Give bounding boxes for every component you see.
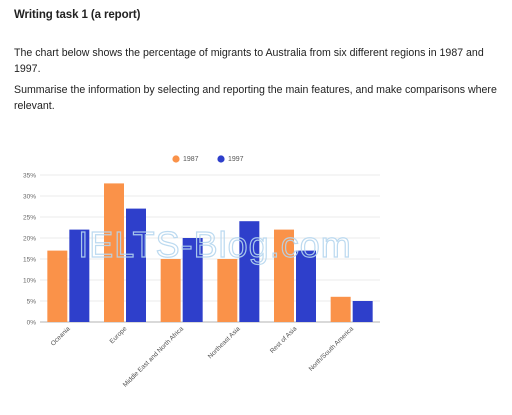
bar-1997: [239, 221, 260, 322]
x-category-label: Rest of Asia: [269, 325, 299, 355]
bar-1997: [352, 301, 373, 322]
bar-1997: [182, 238, 203, 322]
task-instruction: Summarise the information by selecting a…: [14, 84, 497, 112]
bar-1987: [47, 250, 68, 322]
bar-1987: [274, 229, 294, 322]
bar-chart: 0% 5% 10% 15% 20% 25% 30% 35% Oceania EuropeMiddl…: [23, 155, 380, 389]
y-tick-label: 10%: [23, 277, 36, 284]
bar-1987: [104, 183, 124, 322]
bar-1997: [126, 208, 146, 322]
y-tick-label: 35%: [23, 172, 36, 179]
bar-1997: [69, 229, 90, 322]
bar-1987: [217, 259, 238, 322]
y-tick-label: 20%: [23, 235, 36, 242]
bar-1987: [330, 296, 351, 322]
legend-label: 1987: [183, 156, 199, 163]
bar-1987: [160, 259, 181, 322]
x-category-label: Europe: [109, 325, 129, 345]
y-tick-label: 15%: [23, 256, 36, 263]
x-category-label: Northeast Asia: [207, 325, 242, 360]
y-tick-label: 25%: [23, 214, 36, 221]
x-category-label: Middle East and North Africa: [122, 325, 185, 388]
x-category-label: North/South America: [308, 325, 356, 373]
watermark-text: IELTS-Blog.com: [78, 224, 351, 265]
y-tick-label: 30%: [23, 193, 36, 200]
y-tick-label: 5%: [27, 298, 37, 305]
task-prompt: The chart below shows the percentage of …: [14, 47, 484, 75]
bar-1997: [296, 250, 316, 322]
legend-marker: [172, 155, 180, 163]
x-category-label: Oceania: [50, 325, 72, 347]
y-tick-label: 0%: [27, 319, 37, 326]
legend-label: 1997: [228, 156, 244, 163]
task-heading: Writing task 1 (a report): [14, 9, 141, 21]
legend-marker: [217, 155, 225, 163]
